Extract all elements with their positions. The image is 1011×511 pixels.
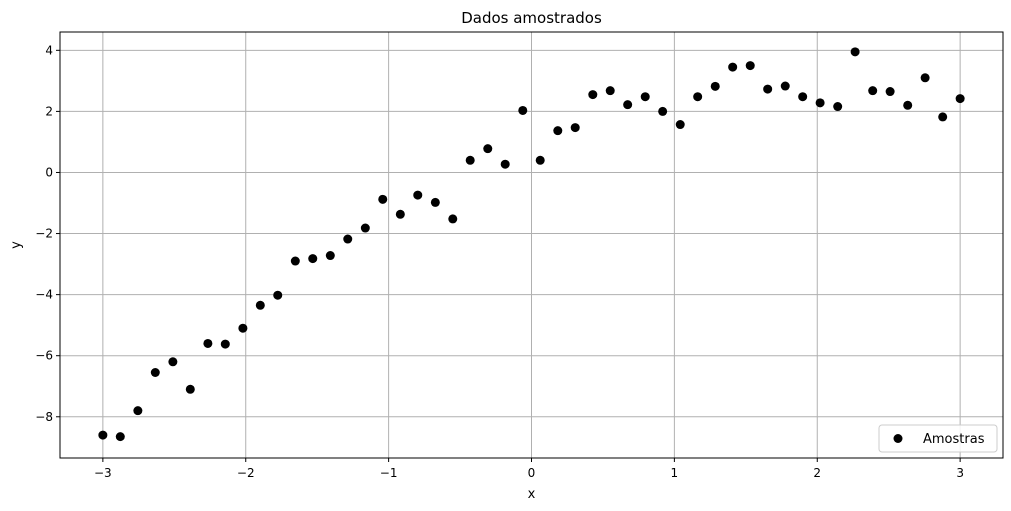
data-point <box>448 214 458 224</box>
data-point <box>115 432 125 442</box>
data-point <box>728 62 738 72</box>
x-tick-label: 1 <box>671 466 679 480</box>
data-point <box>693 92 703 102</box>
y-tick-label: 0 <box>45 165 53 179</box>
data-point <box>500 159 510 169</box>
y-tick-label: −4 <box>35 288 53 302</box>
data-point <box>833 102 843 112</box>
data-point <box>798 92 808 102</box>
data-point <box>623 100 633 110</box>
data-point <box>763 84 773 94</box>
x-tick-label: 2 <box>813 466 821 480</box>
data-point <box>535 155 545 165</box>
data-point <box>378 194 388 204</box>
data-point <box>220 339 230 349</box>
data-point <box>360 223 370 233</box>
data-point <box>308 254 318 264</box>
y-tick-label: −2 <box>35 227 53 241</box>
data-point <box>325 251 335 261</box>
y-tick-label: 4 <box>45 43 53 57</box>
data-point <box>185 384 195 394</box>
data-point <box>955 94 965 104</box>
x-axis-label: x <box>528 487 536 502</box>
data-point <box>553 126 563 136</box>
legend: Amostras <box>878 424 998 453</box>
x-tick-label: 3 <box>956 466 964 480</box>
legend-box <box>878 424 998 453</box>
data-point <box>255 300 265 310</box>
x-tick-label: −2 <box>237 466 255 480</box>
y-axis-ticks: −8 −6 −4 −2 0 2 4 <box>35 43 60 424</box>
data-point <box>98 430 108 440</box>
data-point <box>903 100 913 110</box>
data-point <box>203 338 213 348</box>
data-point <box>780 81 790 91</box>
data-point <box>290 256 300 266</box>
data-point <box>343 234 353 244</box>
data-point <box>885 87 895 97</box>
y-tick-label: −6 <box>35 349 53 363</box>
chart-title: Dados amostrados <box>461 9 602 27</box>
data-point <box>658 106 668 116</box>
legend-label: Amostras <box>923 432 985 447</box>
data-point <box>273 290 283 300</box>
data-point <box>640 92 650 102</box>
data-point <box>168 357 178 367</box>
data-point <box>465 155 475 165</box>
data-point <box>710 81 720 91</box>
data-point <box>133 406 143 416</box>
y-tick-label: −8 <box>35 410 53 424</box>
data-point <box>588 90 598 100</box>
data-point <box>430 197 440 207</box>
x-axis-ticks: −3 −2 −1 0 1 2 3 <box>94 458 964 480</box>
data-point <box>920 73 930 83</box>
x-tick-label: 0 <box>528 466 536 480</box>
data-point <box>518 105 528 115</box>
data-point <box>570 123 580 133</box>
data-point <box>850 47 860 57</box>
data-point <box>675 120 685 130</box>
data-point <box>815 98 825 108</box>
data-point <box>605 86 615 96</box>
y-tick-label: 2 <box>45 104 53 118</box>
data-point <box>150 367 160 377</box>
data-point <box>868 86 878 96</box>
data-point <box>395 209 405 219</box>
legend-marker <box>893 434 903 443</box>
data-points <box>98 47 965 442</box>
x-tick-label: −3 <box>94 466 112 480</box>
data-point <box>238 323 248 333</box>
x-tick-label: −1 <box>380 466 398 480</box>
data-point <box>413 190 423 200</box>
grid-lines <box>60 32 1003 458</box>
data-point <box>745 61 755 71</box>
data-point <box>483 144 493 154</box>
data-point <box>938 112 948 122</box>
y-axis-label: y <box>9 241 24 249</box>
